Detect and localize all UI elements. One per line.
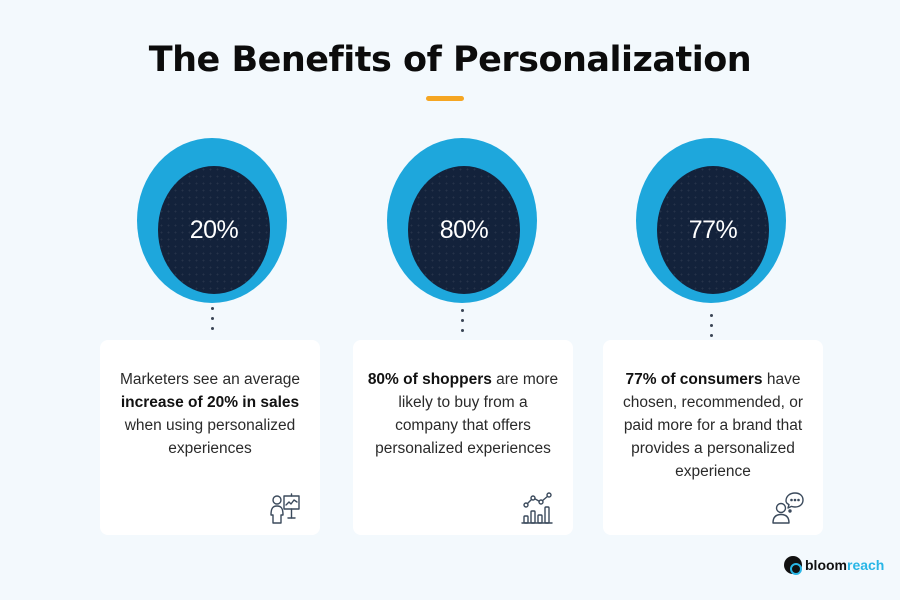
presenter-chart-icon (270, 493, 300, 524)
logo-text-bloom: bloom (805, 557, 847, 573)
stat-description: 77% of consumers have chosen, recommende… (617, 368, 809, 483)
description-text: have chosen, recommended, or paid more f… (622, 371, 804, 480)
bloomreach-logo: bloom reach (784, 556, 885, 575)
logo-mark-icon (784, 556, 802, 575)
description-text: when using personalized experiences (124, 417, 296, 457)
dotted-connector (709, 314, 713, 337)
logo-text-reach: reach (847, 557, 885, 573)
person-speech-bubble-icon (772, 492, 804, 524)
inner-circle: 80% (408, 166, 520, 294)
line-bar-chart-icon (521, 492, 553, 524)
dotted-connector (210, 307, 214, 330)
stat-card-1: Marketers see an average increase of 20%… (100, 340, 320, 535)
description-highlight: 77% of consumers (625, 371, 763, 388)
page-title: The Benefits of Personalization (148, 40, 752, 80)
stat-description: Marketers see an average increase of 20%… (114, 368, 306, 460)
stat-card-2: 80% of shoppers are more likely to buy f… (353, 340, 573, 535)
description-text: Marketers see an average (119, 371, 301, 388)
stat-value: 77% (688, 215, 738, 244)
stat-card-3: 77% of consumers have chosen, recommende… (603, 340, 823, 535)
description-highlight: 80% of shoppers (367, 371, 492, 388)
stat-circle-3: 77% (636, 138, 786, 303)
stat-circle-2: 80% (387, 138, 537, 303)
inner-circle: 77% (657, 166, 769, 294)
stat-value: 80% (439, 215, 489, 244)
stat-description: 80% of shoppers are more likely to buy f… (367, 368, 559, 460)
title-underline (426, 96, 464, 101)
dotted-connector (460, 309, 464, 332)
stat-circle-1: 20% (137, 138, 287, 303)
stat-value: 20% (189, 215, 239, 244)
inner-circle: 20% (158, 166, 270, 294)
description-text: are more likely to buy from a company th… (375, 371, 559, 457)
description-highlight: increase of 20% in sales (120, 394, 300, 411)
